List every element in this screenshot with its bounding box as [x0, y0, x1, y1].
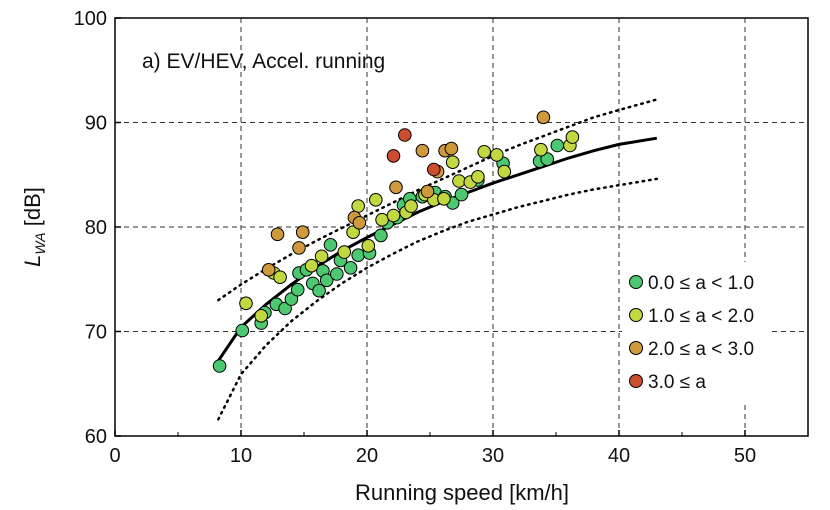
data-point-s0-6	[284, 292, 299, 306]
legend-marker-1	[629, 308, 643, 322]
data-point-s2-2	[292, 241, 306, 255]
data-point-s1-6	[337, 245, 352, 259]
data-point-s0-1	[235, 323, 250, 338]
data-point-s1-14	[404, 199, 418, 213]
data-point-s0-5	[278, 301, 292, 316]
data-point-s0-29	[454, 187, 469, 202]
data-point-s1-24	[497, 164, 512, 179]
legend-label-0: 0.0 ≤ a < 1.0	[648, 273, 754, 294]
legend-marker-0	[629, 275, 643, 289]
y-axis-title-main: L	[20, 255, 45, 267]
data-point-s0-33	[540, 152, 555, 166]
x-tick-label-2: 20	[356, 445, 378, 467]
data-point-s1-3	[273, 270, 287, 285]
data-point-s0-18	[351, 248, 366, 262]
axis-ticks: 0 10 20 30 40 50 60 70 80 90 100	[74, 8, 757, 467]
legend: 0.0 ≤ a < 1.0 1.0 ≤ a < 2.0 2.0 ≤ a < 3.…	[622, 262, 772, 402]
fit-line	[217, 136, 658, 362]
fit-curve-group	[217, 136, 658, 362]
x-tick-label-4: 40	[608, 445, 630, 467]
data-point-s0-20	[374, 228, 388, 243]
data-point-s1-19	[452, 174, 466, 188]
x-tick-label-0: 0	[109, 445, 120, 467]
data-point-s3-2	[427, 162, 441, 177]
chart-annotation: a) EV/HEV, Accel. running	[142, 50, 385, 73]
data-point-s1-5	[314, 249, 329, 264]
y-tick-label-3: 90	[85, 113, 107, 135]
data-point-s2-3	[295, 225, 310, 239]
data-point-s1-18	[445, 155, 460, 169]
data-point-s2-1	[270, 227, 285, 242]
data-point-s2-7	[415, 143, 430, 158]
data-point-s1-4	[304, 258, 319, 273]
data-point-s2-8	[420, 184, 435, 199]
data-point-s1-8	[351, 199, 366, 213]
lower-band-line	[217, 177, 659, 421]
data-point-s0-13	[319, 273, 334, 288]
data-point-s1-9	[361, 239, 376, 253]
data-point-s1-10	[369, 193, 383, 207]
data-point-s1-0	[239, 296, 253, 311]
data-point-s1-12	[386, 208, 401, 223]
data-point-s1-11	[375, 212, 389, 227]
data-point-s2-11	[444, 141, 459, 156]
data-point-s0-34	[550, 138, 565, 153]
x-axis-title: Running speed [km/h]	[355, 480, 569, 505]
data-point-s1-1	[254, 309, 269, 323]
data-point-s3-1	[398, 128, 412, 142]
legend-label-2: 2.0 ≤ a < 3.0	[648, 339, 754, 360]
confidence-bands	[217, 98, 659, 421]
data-point-s1-17	[437, 192, 451, 206]
legend-label-1: 1.0 ≤ a < 2.0	[648, 306, 754, 327]
data-point-s1-27	[565, 130, 580, 144]
data-point-s2-12	[536, 110, 551, 125]
y-tick-label-4: 100	[74, 8, 107, 30]
data-point-s0-0	[212, 359, 227, 373]
data-point-s1-22	[477, 145, 492, 159]
data-point-s0-14	[323, 238, 338, 252]
data-point-s1-23	[490, 148, 504, 162]
legend-marker-3	[629, 374, 643, 388]
y-axis-title: LWA [dB]	[20, 187, 48, 267]
data-point-s1-7	[346, 225, 360, 239]
data-point-s2-6	[389, 180, 403, 195]
y-tick-label-0: 60	[85, 426, 107, 448]
x-tick-label-5: 50	[734, 445, 756, 467]
x-tick-label-3: 30	[482, 445, 504, 467]
data-point-s3-0	[386, 149, 401, 163]
legend-background	[622, 262, 772, 402]
data-point-s1-25	[534, 142, 548, 157]
data-point-s0-11	[312, 283, 326, 298]
y-tick-label-2: 80	[85, 217, 107, 239]
legend-label-3: 3.0 ≤ a	[648, 372, 706, 393]
data-point-s0-7	[290, 282, 305, 297]
data-point-s1-21	[471, 170, 485, 184]
data-point-s2-5	[352, 216, 367, 230]
data-point-s0-17	[343, 261, 358, 275]
x-tick-label-1: 10	[230, 445, 252, 467]
y-axis-title-sub: WA	[32, 232, 48, 254]
legend-marker-2	[629, 341, 643, 355]
y-tick-label-1: 70	[85, 322, 107, 344]
data-point-s0-15	[330, 267, 344, 281]
upper-band-line	[217, 98, 659, 302]
data-points	[212, 110, 580, 373]
y-axis-title-unit: [dB]	[20, 187, 45, 232]
data-point-s2-0	[261, 263, 276, 277]
